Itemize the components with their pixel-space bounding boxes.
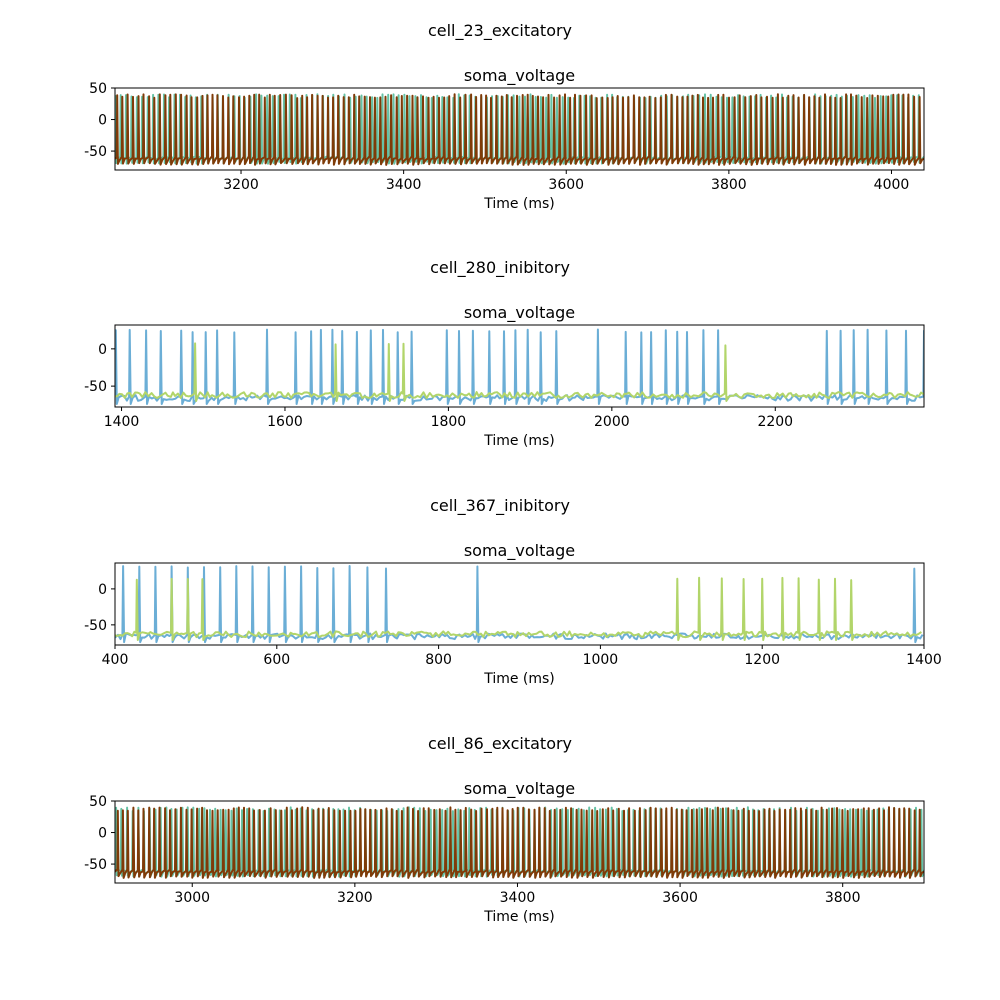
panel-2: cell_280_inibitory soma_voltage 1400 1600 18… [84,258,925,449]
panel-1: cell_23_excitatory soma_voltage 3200 3400 36… [84,21,925,212]
y-tick-label: -50 [84,618,107,634]
x-axis-label: Time (ms) [483,433,555,449]
x-tick-label: 2200 [757,414,793,430]
x-tick-label: 1600 [267,414,303,430]
series-line-2 [115,342,924,402]
series-line-2 [115,806,924,879]
y-tick-label: 0 [98,113,107,129]
y-tick-label: 50 [89,794,107,810]
x-tick-label: 1200 [744,652,780,668]
axes-title: soma_voltage [464,779,575,799]
panel-suptitle: cell_367_inibitory [430,496,570,516]
x-tick-label: 3800 [711,177,747,193]
y-tick-label: -50 [84,144,107,160]
axes-frame [114,87,925,171]
axes-frame [114,800,925,884]
x-tick-label: 1400 [104,414,140,430]
x-tick-label: 3800 [825,890,861,906]
axes-title: soma_voltage [464,541,575,561]
x-tick-label: 3400 [500,890,536,906]
axes-title: soma_voltage [464,303,575,323]
y-tick-label: 0 [98,582,107,598]
x-tick-label: 3000 [174,890,210,906]
axes-title: soma_voltage [464,66,575,86]
panel-suptitle: cell_23_excitatory [428,21,572,41]
panel-4: cell_86_excitatory soma_voltage 3000 3200 34… [84,734,925,925]
x-tick-label: 3600 [662,890,698,906]
panel-3: cell_367_inibitory soma_voltage 400 600 800 1… [84,496,942,687]
y-tick-label: -50 [84,857,107,873]
x-tick-label: 3600 [548,177,584,193]
x-axis-label: Time (ms) [483,671,555,687]
x-tick-label: 3200 [223,177,259,193]
axes-frame [114,562,925,646]
x-tick-label: 800 [425,652,452,668]
panel-suptitle: cell_86_excitatory [428,734,572,754]
x-tick-label: 2000 [594,414,630,430]
series-line-1 [115,328,924,405]
x-tick-label: 1800 [431,414,467,430]
y-tick-label: 50 [89,81,107,97]
x-tick-label: 3200 [337,890,373,906]
x-tick-label: 1000 [583,652,619,668]
x-axis-label: Time (ms) [483,196,555,212]
series-line-2 [115,93,924,166]
x-tick-label: 1400 [906,652,942,668]
x-tick-label: 4000 [874,177,910,193]
series-line-2 [115,576,922,641]
x-tick-label: 400 [102,652,129,668]
y-tick-label: 0 [98,826,107,842]
x-tick-label: 600 [263,652,290,668]
y-tick-label: 0 [98,342,107,358]
x-tick-label: 3400 [386,177,422,193]
x-axis-label: Time (ms) [483,909,555,925]
series-line-1 [115,565,924,644]
panel-suptitle: cell_280_inibitory [430,258,570,278]
y-tick-label: -50 [84,379,107,395]
axes-frame [114,324,925,408]
series-line-1 [115,806,924,878]
